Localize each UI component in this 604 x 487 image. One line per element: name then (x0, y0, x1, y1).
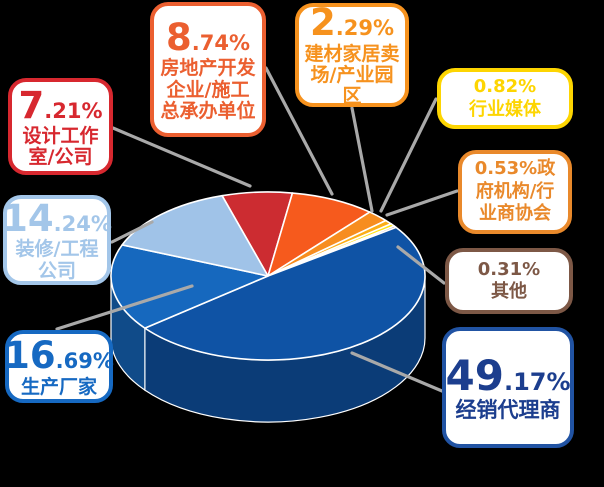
callout-building-material-market: 2.29% 建材家居卖 场/产业园区 (295, 1, 409, 108)
leader-line-4 (385, 189, 459, 217)
pie-slice-1 (267, 192, 371, 277)
leader-line-3 (379, 97, 438, 213)
callout-government-association: 0.53%政 府机构/行 业商协会 (458, 150, 572, 234)
pie-slice-6 (144, 226, 426, 361)
callout-industry-media: 0.82% 行业媒体 (437, 68, 573, 129)
callout-label: 其他 (491, 281, 527, 302)
callout-manufacturer: 16.69% 生产厂家 (4, 330, 114, 403)
leader-line-0 (111, 126, 252, 188)
callout-dealer-agent: 49.17% 经销代理商 (442, 327, 574, 448)
callout-percent: 0.31% (477, 258, 541, 280)
callout-percent: 16.69% (4, 334, 114, 378)
callout-label: 建材家居卖 场/产业园区 (304, 42, 400, 108)
callout-label: 设计工作 室/公司 (22, 124, 99, 169)
callout-other: 0.31% 其他 (445, 248, 573, 314)
callout-label: 行业媒体 (469, 98, 541, 120)
callout-percent: 2.29% (310, 1, 394, 45)
callout-percent: 8.74% (166, 15, 250, 59)
callout-label: 0.53%政 府机构/行 业商协会 (474, 158, 556, 225)
leader-line-7 (55, 284, 194, 331)
leader-line-2 (350, 106, 374, 213)
leader-line-5 (396, 245, 446, 285)
pie-slice-8 (121, 194, 269, 277)
callout-label: 生产厂家 (20, 375, 97, 398)
callout-percent: 14.24% (2, 197, 112, 241)
callout-design-studio: 7.21% 设计工作 室/公司 (8, 78, 113, 175)
callout-percent: 49.17% (445, 351, 571, 401)
leader-line-1 (264, 66, 334, 196)
leader-line-8 (110, 220, 154, 244)
leader-line-6 (350, 351, 444, 393)
callout-decoration-engineering: 14.24% 装修/工程 公司 (2, 195, 112, 285)
callout-percent: 7.21% (18, 83, 103, 127)
callout-label: 装修/工程 公司 (15, 238, 99, 282)
callout-label: 经销代理商 (455, 398, 561, 423)
callout-real-estate-developer: 8.74% 房地产开发 企业/施工 总承办单位 (150, 2, 266, 137)
callout-percent: 0.82% (473, 76, 537, 97)
callout-label: 房地产开发 企业/施工 总承办单位 (160, 57, 256, 122)
